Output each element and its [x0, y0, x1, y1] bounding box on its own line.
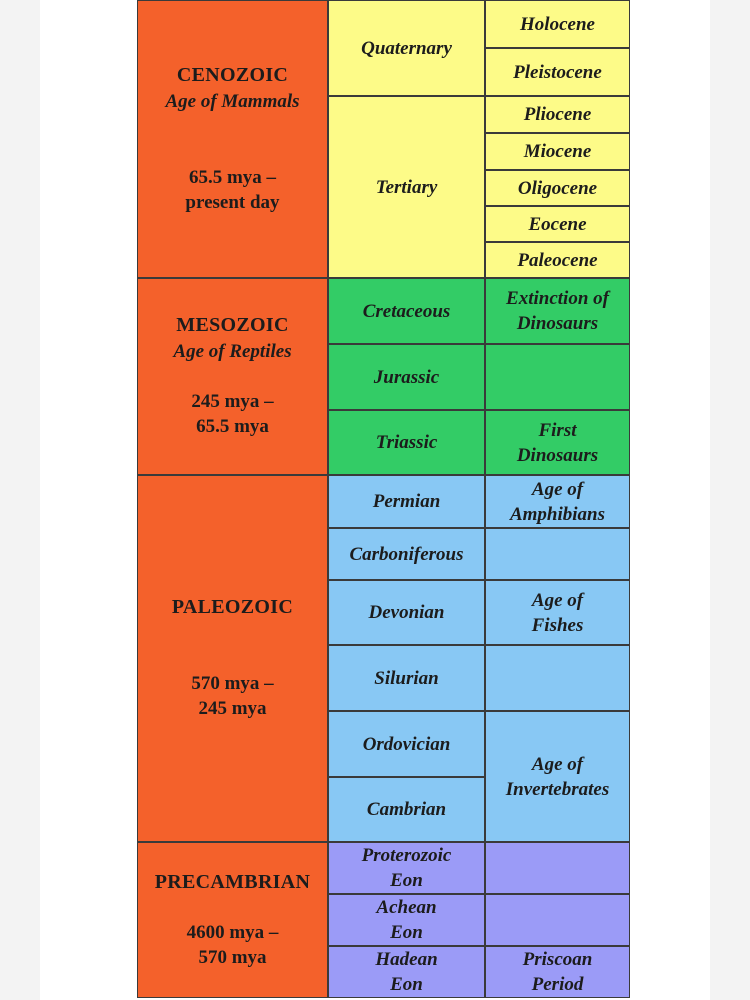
period-cell: Quaternary: [328, 0, 485, 96]
epoch-name: Miocene: [523, 141, 592, 162]
era-subtitle: Age of Mammals: [165, 90, 300, 112]
epoch-name: Paleocene: [517, 249, 598, 271]
epoch-cell: Paleocene: [485, 242, 630, 278]
period-name: Cretaceous: [362, 300, 451, 322]
epoch-cell: [485, 528, 630, 580]
epoch-cell: Age of Invertebrates: [485, 711, 630, 842]
epoch-cell: Pleistocene: [485, 48, 630, 96]
margin: [0, 0, 40, 1000]
era-name: MESOZOIC: [176, 314, 289, 336]
period-name: Cambrian: [366, 799, 447, 820]
epoch-cell: Priscoan Period: [485, 946, 630, 998]
period-cell: Jurassic: [328, 344, 485, 410]
epoch-name: Pliocene: [523, 104, 592, 125]
era-heading: MESOZOIC Age of Reptiles: [173, 314, 291, 363]
period-cell: Carboniferous: [328, 528, 485, 580]
epoch-name: Oligocene: [517, 177, 598, 199]
epoch-cell: [485, 645, 630, 711]
period-name: Devonian: [368, 602, 445, 623]
period-name: Triassic: [375, 432, 438, 453]
era-dates: 4600 mya – 570 mya: [186, 921, 279, 968]
epoch-name: First Dinosaurs: [516, 419, 599, 466]
period-cell: Triassic: [328, 410, 485, 475]
era-name: CENOZOIC: [176, 63, 289, 86]
period-name: Achean Eon: [376, 897, 437, 943]
epoch-cell: Eocene: [485, 206, 630, 242]
epoch-name: Age of Amphibians: [509, 478, 606, 525]
era-name: PRECAMBRIAN: [154, 870, 311, 893]
era-heading: CENOZOIC Age of Mammals: [165, 64, 299, 113]
epoch-cell: Oligocene: [485, 170, 630, 206]
era-dates: 570 mya – 245 mya: [191, 673, 274, 719]
period-cell: Permian: [328, 475, 485, 528]
era-name: PALEOZOIC: [171, 596, 294, 618]
epoch-name: Extinction of Dinosaurs: [506, 288, 609, 334]
epoch-name: Holocene: [520, 13, 595, 35]
period-name: Permian: [372, 491, 441, 512]
epoch-cell: [485, 842, 630, 894]
period-cell: Hadean Eon: [328, 946, 485, 998]
era-cell: MESOZOIC Age of Reptiles 245 mya – 65.5 my…: [137, 278, 328, 475]
period-name: Hadean Eon: [375, 949, 438, 995]
period-name: Silurian: [374, 667, 439, 689]
era-dates: 245 mya – 65.5 mya: [191, 391, 274, 437]
period-name: Proterozoic Eon: [361, 845, 452, 891]
epoch-cell: [485, 894, 630, 946]
epoch-name: Pleistocene: [513, 61, 602, 83]
era-dates: 65.5 mya – present day: [185, 166, 280, 213]
era-cell: CENOZOIC Age of Mammals 65.5 mya – present…: [137, 0, 328, 278]
period-cell: Silurian: [328, 645, 485, 711]
period-cell: Achean Eon: [328, 894, 485, 946]
era-cell: PRECAMBRIAN 4600 mya – 570 mya: [137, 842, 328, 998]
epoch-cell: Pliocene: [485, 96, 630, 133]
era-cell: PALEOZOIC 570 mya – 245 mya: [137, 475, 328, 842]
epoch-name: Eocene: [528, 213, 587, 235]
period-name: Quaternary: [361, 37, 452, 59]
epoch-cell: First Dinosaurs: [485, 410, 630, 475]
period-cell: Cretaceous: [328, 278, 485, 344]
period-cell: Cambrian: [328, 777, 485, 842]
period-cell: Ordovician: [328, 711, 485, 777]
epoch-cell: Holocene: [485, 0, 630, 48]
epoch-cell: [485, 344, 630, 410]
period-name: Jurassic: [373, 366, 440, 388]
period-cell: Devonian: [328, 580, 485, 645]
era-heading: PALEOZOIC: [172, 596, 293, 619]
epoch-name: Age of Fishes: [531, 589, 584, 636]
period-cell: Proterozoic Eon: [328, 842, 485, 894]
era-subtitle: Age of Reptiles: [173, 341, 292, 362]
period-name: Tertiary: [375, 176, 438, 198]
epoch-name: Priscoan Period: [522, 949, 593, 995]
epoch-cell: Extinction of Dinosaurs: [485, 278, 630, 344]
epoch-cell: Miocene: [485, 133, 630, 170]
epoch-cell: Age of Amphibians: [485, 475, 630, 528]
epoch-name: Age of Invertebrates: [505, 753, 610, 800]
margin: [710, 0, 750, 1000]
period-cell: Tertiary: [328, 96, 485, 278]
epoch-cell: Age of Fishes: [485, 580, 630, 645]
period-name: Carboniferous: [349, 543, 464, 565]
period-name: Ordovician: [362, 733, 451, 755]
era-heading: PRECAMBRIAN: [155, 871, 311, 894]
